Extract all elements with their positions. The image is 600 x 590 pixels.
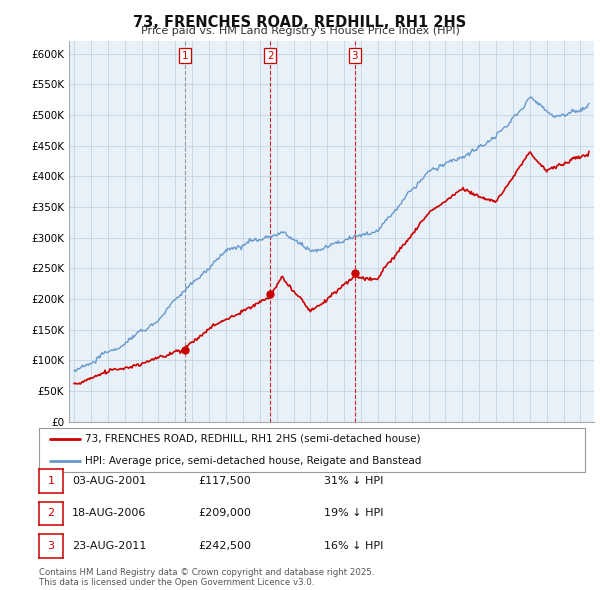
Text: 19% ↓ HPI: 19% ↓ HPI (324, 509, 383, 518)
Text: 3: 3 (352, 51, 358, 61)
Text: 23-AUG-2011: 23-AUG-2011 (72, 541, 146, 550)
Text: 16% ↓ HPI: 16% ↓ HPI (324, 541, 383, 550)
Text: 1: 1 (182, 51, 188, 61)
Text: 2: 2 (47, 509, 55, 518)
Text: 3: 3 (47, 541, 55, 550)
Text: 73, FRENCHES ROAD, REDHILL, RH1 2HS (semi-detached house): 73, FRENCHES ROAD, REDHILL, RH1 2HS (sem… (85, 434, 421, 444)
Text: 73, FRENCHES ROAD, REDHILL, RH1 2HS: 73, FRENCHES ROAD, REDHILL, RH1 2HS (133, 15, 467, 30)
Text: Price paid vs. HM Land Registry's House Price Index (HPI): Price paid vs. HM Land Registry's House … (140, 26, 460, 36)
Text: HPI: Average price, semi-detached house, Reigate and Banstead: HPI: Average price, semi-detached house,… (85, 456, 422, 466)
Text: 18-AUG-2006: 18-AUG-2006 (72, 509, 146, 518)
Text: 31% ↓ HPI: 31% ↓ HPI (324, 476, 383, 486)
Text: 2: 2 (267, 51, 274, 61)
Text: 1: 1 (47, 476, 55, 486)
Text: £117,500: £117,500 (198, 476, 251, 486)
Text: £209,000: £209,000 (198, 509, 251, 518)
Text: Contains HM Land Registry data © Crown copyright and database right 2025.
This d: Contains HM Land Registry data © Crown c… (39, 568, 374, 587)
Text: 03-AUG-2001: 03-AUG-2001 (72, 476, 146, 486)
Text: £242,500: £242,500 (198, 541, 251, 550)
